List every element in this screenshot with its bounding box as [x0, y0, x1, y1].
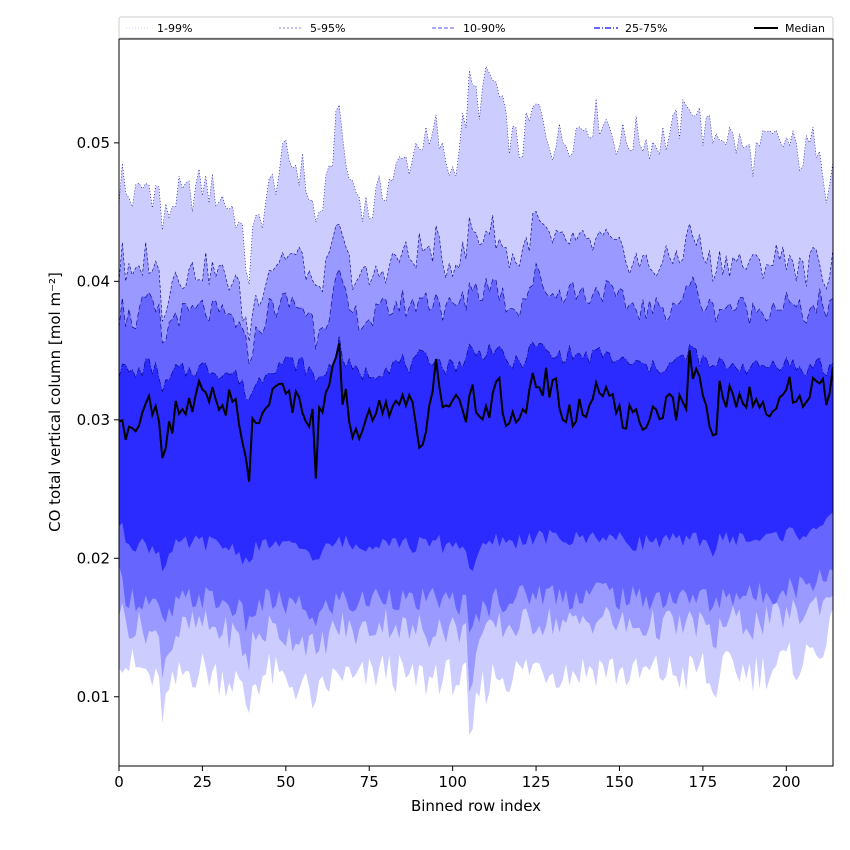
legend-label-1-99pct: 1-99%	[157, 22, 192, 35]
y-tick-label: 0.05	[77, 134, 110, 152]
x-axis: 0 25 50 75 100 125 150 175 200	[114, 766, 801, 791]
legend-label-5-95pct: 5-95%	[310, 22, 345, 35]
y-tick-label: 0.03	[77, 411, 110, 429]
x-tick-label: 100	[438, 773, 467, 791]
x-tick-label: 175	[689, 773, 718, 791]
legend: 1-99% 5-95% 10-90% 25-75% Median	[118, 16, 834, 39]
x-tick-label: 0	[114, 773, 124, 791]
x-tick-label: 75	[360, 773, 379, 791]
legend-label-Median: Median	[785, 22, 825, 35]
legend-label-10-90pct: 10-90%	[463, 22, 505, 35]
y-axis-label: CO total vertical column [mol m⁻²]	[46, 272, 64, 532]
percentile-bands	[119, 65, 833, 735]
y-tick-label: 0.02	[77, 549, 110, 567]
plot-frame	[118, 38, 834, 767]
y-axis: 0.01 0.02 0.03 0.04 0.05	[77, 134, 119, 706]
x-axis-label: Binned row index	[411, 797, 541, 815]
band-upper-edge-25-75pct	[119, 335, 833, 400]
median-series	[119, 343, 833, 482]
x-tick-label: 125	[522, 773, 551, 791]
x-tick-label: 50	[276, 773, 295, 791]
x-tick-label: 200	[772, 773, 801, 791]
band-upper-edge-5-95pct	[119, 210, 833, 342]
x-tick-label: 150	[605, 773, 634, 791]
legend-label-25-75pct: 25-75%	[625, 22, 667, 35]
x-tick-label: 25	[193, 773, 212, 791]
legend-box	[118, 16, 834, 39]
y-tick-label: 0.01	[77, 688, 110, 706]
y-tick-label: 0.04	[77, 272, 110, 290]
median-line	[119, 343, 833, 482]
